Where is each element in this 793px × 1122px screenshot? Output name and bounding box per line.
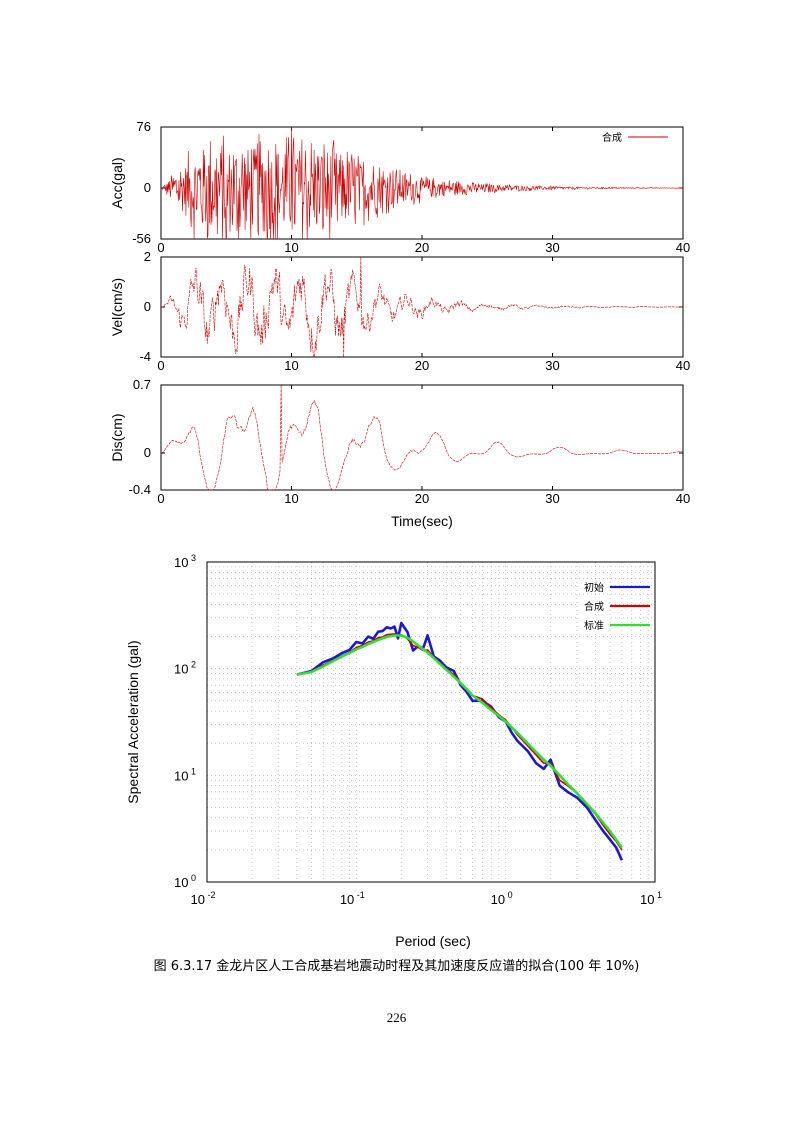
legend-label: 合成 — [584, 600, 604, 613]
x-tick-label: 20 — [415, 491, 429, 506]
y-tick-label: 10 1 — [174, 766, 196, 783]
y-tick-label: 0 — [144, 299, 151, 314]
x-tick-label: 10 — [284, 240, 298, 255]
x-tick-label: 30 — [545, 358, 559, 373]
x-tick-label: 10 1 — [640, 890, 662, 907]
y-tick-label: -56 — [132, 231, 151, 246]
y-axis-label: Vel(cm/s) — [109, 278, 125, 336]
legend-label: 初始 — [584, 581, 604, 594]
y-tick-label: 10 2 — [174, 660, 196, 677]
figure-caption: 图 6.3.17 金龙片区人工合成基岩地震动时程及其加速度反应谱的拟合(100 … — [153, 959, 640, 974]
y-axis-label: Dis(cm) — [109, 413, 125, 461]
legend-bg — [578, 598, 608, 612]
x-tick-label: 10 -1 — [340, 890, 365, 907]
y-tick-label: -0.4 — [129, 482, 151, 497]
y-tick-label: -4 — [139, 349, 151, 364]
legend-bg — [578, 579, 608, 593]
y-tick-label: 0 — [144, 180, 151, 195]
x-tick-label: 40 — [676, 491, 690, 506]
series-trace — [160, 384, 683, 491]
y-tick-label: 0 — [144, 445, 151, 460]
x-tick-label: 0 — [157, 240, 164, 255]
x-tick-label: 20 — [415, 240, 429, 255]
y-axis-label: Acc(gal) — [109, 157, 125, 208]
response-spectrum-chart: 10 -2 10 -1 10 0 10 1 10 0 10 1 10 2 10 3 Period… — [125, 553, 662, 949]
plot-frame — [160, 384, 684, 491]
series-trace — [160, 126, 684, 240]
plot-frame — [206, 561, 656, 883]
x-tick-label: 30 — [545, 491, 559, 506]
x-axis-label: Time(sec) — [391, 513, 453, 529]
page-number: 226 — [386, 1010, 407, 1025]
x-tick-label: 10 — [284, 358, 298, 373]
x-tick-label: 0 — [157, 358, 164, 373]
x-tick-label: 10 -2 — [191, 890, 216, 907]
legend-bg — [578, 617, 608, 631]
x-axis-label: Period (sec) — [395, 933, 470, 949]
x-tick-label: 0 — [157, 491, 164, 506]
legend-label: 合成 — [602, 131, 622, 144]
plot-frame — [160, 126, 684, 240]
y-tick-label: 76 — [137, 119, 151, 134]
y-tick-label: 10 0 — [174, 873, 196, 890]
time-history-panel-0: 0 10 20 30 40 76 0 -56 Acc(gal) 合成 — [109, 119, 690, 255]
x-tick-label: 10 0 — [491, 890, 513, 907]
x-tick-label: 20 — [415, 358, 429, 373]
spectrum-series-0 — [296, 621, 624, 861]
x-tick-label: 40 — [676, 358, 690, 373]
spectrum-series-2 — [296, 634, 623, 849]
y-axis-label: Spectral Acceleration (gal) — [125, 640, 141, 803]
x-tick-label: 30 — [545, 240, 559, 255]
legend-label: 标准 — [584, 620, 604, 632]
plot-frame — [160, 256, 684, 358]
series-trace — [160, 256, 683, 358]
time-history-panel-2: 0 10 20 30 40 0.7 0 -0.4 Dis(cm) Time(sec) — [109, 377, 690, 529]
y-tick-label: 10 3 — [174, 553, 196, 570]
y-tick-label: 0.7 — [133, 377, 151, 392]
x-tick-label: 40 — [676, 240, 690, 255]
y-tick-label: 2 — [144, 249, 151, 264]
x-tick-label: 10 — [284, 491, 298, 506]
